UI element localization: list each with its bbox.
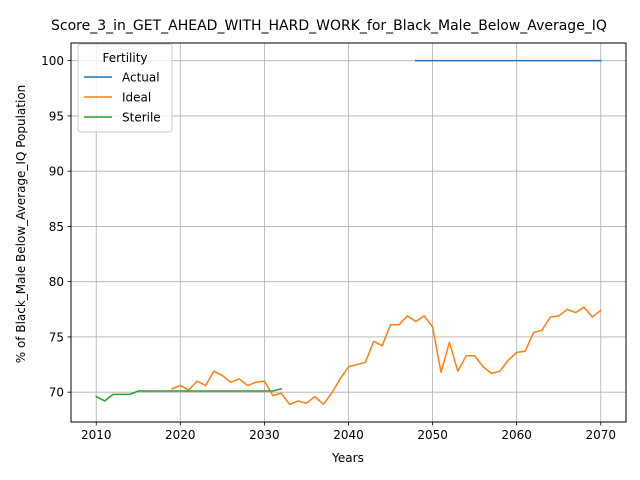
legend-label-ideal: Ideal [122,91,151,105]
y-tick-label: 85 [49,220,64,234]
y-axis-label: % of Black_Male Below_Average_IQ Populat… [14,85,28,364]
x-tick-label: 2070 [585,428,616,442]
x-tick-label: 2050 [417,428,448,442]
series-lines [95,59,602,406]
x-tick-label: 2060 [501,428,532,442]
y-tick-label: 100 [41,54,64,68]
legend: Fertility Actual Ideal Sterile [77,43,173,133]
legend-label-actual: Actual [122,71,160,85]
y-tick-label: 70 [49,386,64,400]
y-tick-label: 90 [49,165,64,179]
legend-label-sterile: Sterile [122,111,161,125]
series-line-sterile [95,387,283,402]
x-tick-label: 2030 [249,428,280,442]
series-line-ideal [170,306,602,406]
x-tick-label: 2020 [165,428,196,442]
grid [71,43,626,422]
x-axis-label: Years [331,451,364,465]
legend-box [77,43,173,133]
axis-ticks: 2010 2020 2030 2040 2050 2060 2070 70 75 80 85 90 95… [41,54,616,442]
x-tick-label: 2010 [81,428,112,442]
x-tick-label: 2040 [333,428,364,442]
y-tick-label: 80 [49,275,64,289]
legend-title: Fertility [102,51,147,65]
chart-title: Score_3_in_GET_AHEAD_WITH_HARD_WORK_for_… [51,18,607,34]
y-tick-label: 95 [49,109,64,123]
y-tick-label: 75 [49,330,64,344]
